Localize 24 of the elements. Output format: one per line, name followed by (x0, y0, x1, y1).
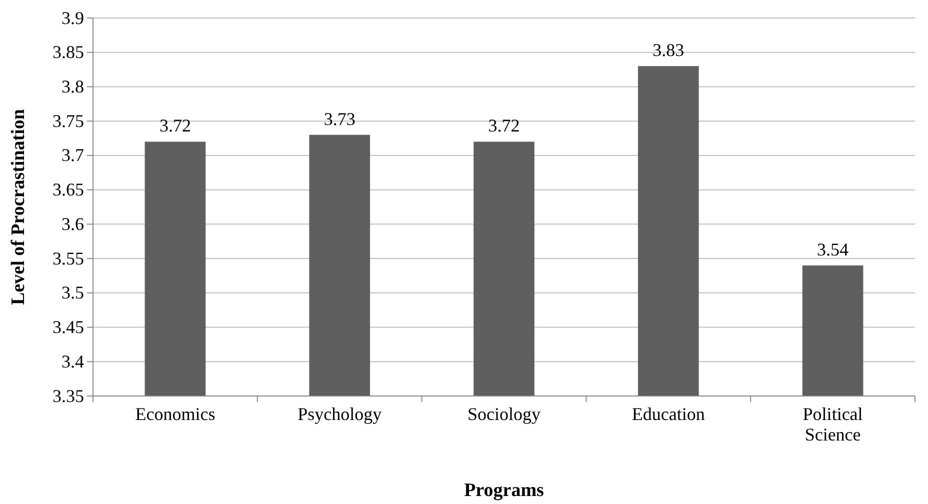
x-tick-label: Sociology (467, 404, 541, 424)
y-tick-label: 3.35 (52, 386, 84, 406)
y-tick-label: 3.5 (62, 282, 84, 303)
y-tick-label: 3.8 (62, 76, 84, 96)
x-tick-label: Economics (135, 404, 216, 424)
x-tick-label: Psychology (298, 404, 382, 424)
y-tick-label: 3.55 (52, 248, 84, 268)
y-tick-label: 3.4 (62, 351, 84, 372)
y-tick-label: 3.85 (52, 42, 84, 62)
x-tick-label: Education (632, 404, 705, 424)
y-tick-label: 3.45 (52, 317, 84, 338)
data-label: 3.83 (652, 40, 684, 60)
data-label: 3.72 (159, 116, 191, 136)
y-tick-label: 3.6 (62, 214, 84, 234)
x-axis-title: Programs (464, 480, 544, 501)
data-label: 3.72 (488, 116, 520, 136)
y-tick-label: 3.9 (62, 8, 84, 28)
y-tick-label: 3.65 (52, 180, 84, 200)
data-label: 3.54 (817, 239, 849, 260)
y-axis-title: Level of Procrastination (8, 108, 29, 305)
x-tick-label: Political Science (802, 404, 863, 445)
y-tick-label: 3.75 (52, 110, 84, 131)
data-label: 3.73 (324, 108, 356, 129)
y-tick-label: 3.7 (62, 145, 84, 166)
